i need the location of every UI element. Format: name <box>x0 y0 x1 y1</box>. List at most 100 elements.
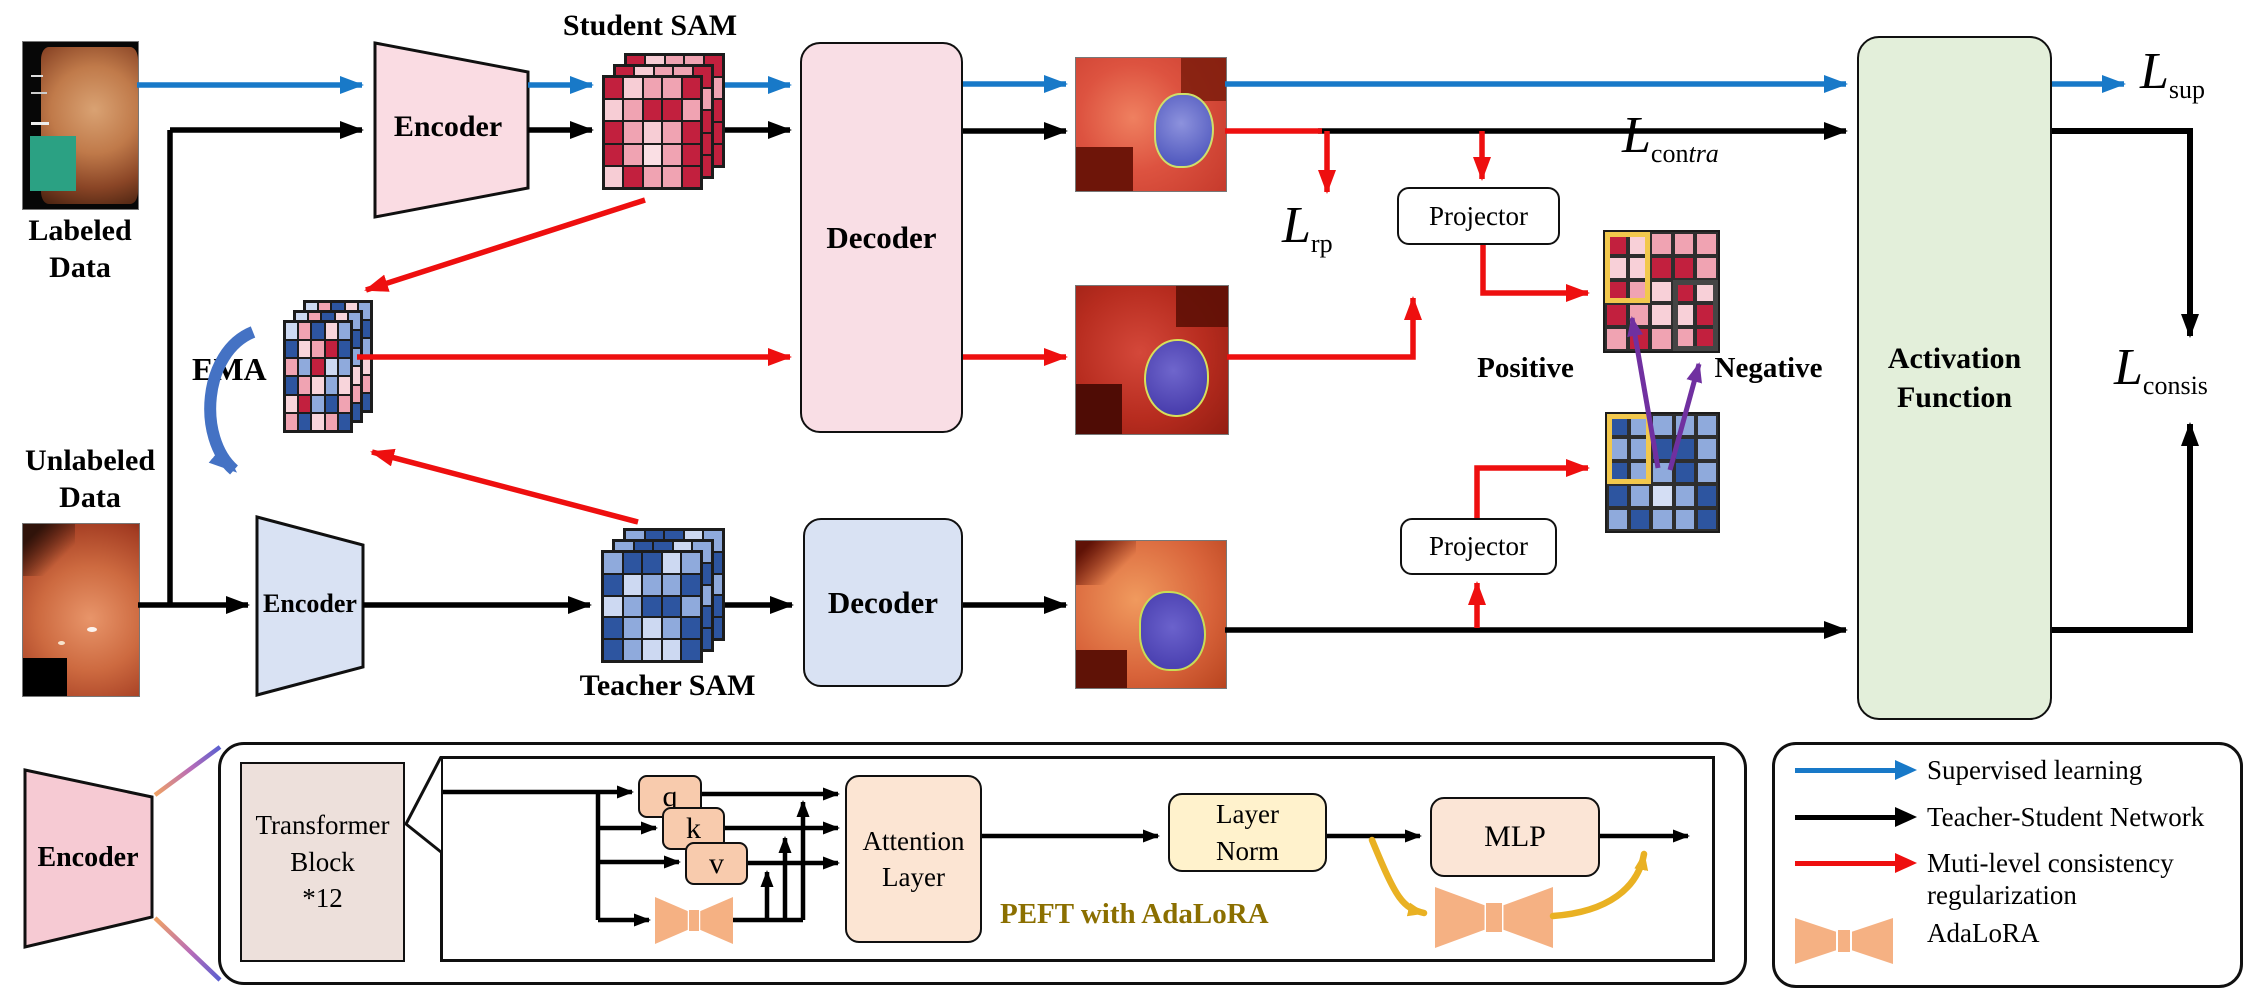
legend-arrow-icon <box>1795 848 1927 878</box>
feature-cell <box>623 143 643 166</box>
loss-sup: Lsup <box>2140 42 2205 104</box>
ema-label: EMA <box>192 351 267 387</box>
feature-cell <box>681 99 701 122</box>
legend-label: AdaLoRA <box>1927 918 2040 948</box>
decoder-label: Decoder <box>826 219 937 255</box>
osd-text-mark <box>31 92 48 95</box>
text-line: Transformer <box>255 810 390 841</box>
feature-cell <box>337 358 351 377</box>
feature-cell <box>285 358 299 377</box>
feature-cell <box>1629 484 1652 508</box>
loss-symbol: L <box>1622 107 1651 164</box>
feature-cell <box>1627 279 1651 304</box>
projector-bottom: Projector <box>1400 518 1557 575</box>
feature-cell <box>1672 279 1696 304</box>
feature-cell <box>1672 255 1696 280</box>
highlight-dot <box>86 627 97 633</box>
text-line: Function <box>1896 381 2013 414</box>
bowtie-part <box>1837 930 1851 952</box>
feature-cell <box>662 121 682 144</box>
legend-arrow-icon <box>1795 755 1927 785</box>
gradient-connector-bottom <box>153 916 222 982</box>
unlabeled-data-caption: Unlabeled Data <box>24 444 156 514</box>
feature-cell <box>337 376 351 395</box>
feature-cell <box>1607 414 1630 438</box>
student-sam-features <box>602 53 725 190</box>
adalora-icon <box>1435 887 1553 948</box>
teacher-output-image <box>1075 540 1227 689</box>
transformer-block: Transformer Block *12 <box>240 762 405 962</box>
feature-cell <box>1672 303 1696 328</box>
unlabeled-image <box>22 523 140 697</box>
feature-cell <box>1651 507 1674 531</box>
feature-cell <box>1673 460 1696 485</box>
feature-cell <box>311 412 325 431</box>
feature-cell <box>622 617 643 640</box>
feature-cell <box>603 617 623 640</box>
bowtie-part <box>1795 918 1837 964</box>
feature-cell <box>285 376 299 395</box>
legend-label: Muti-level consistency regularization <box>1927 848 2174 910</box>
teacher-sam-label: Teacher SAM <box>579 669 756 702</box>
highlight-dot <box>57 640 65 645</box>
feature-cell <box>1605 232 1628 256</box>
detail-encoder-label: Encoder <box>37 842 139 873</box>
feature-cell <box>1695 414 1718 438</box>
feature-cell <box>623 99 643 122</box>
loss-subscript: rp <box>1310 229 1333 258</box>
feature-cell <box>622 595 643 618</box>
feature-cell <box>662 99 682 122</box>
feature-cell <box>681 639 701 661</box>
feature-cell <box>642 165 663 188</box>
osd-text-mark <box>31 75 44 78</box>
projector-label: Projector <box>1429 200 1528 231</box>
feature-cell <box>298 412 312 431</box>
positive-label: Positive <box>1477 352 1574 384</box>
feature-cell <box>311 394 325 413</box>
segmentation-mask <box>1154 92 1214 169</box>
bowtie-center <box>688 909 700 932</box>
legend-item: Supervised learning <box>1795 755 2227 787</box>
feature-cell <box>681 595 701 618</box>
feature-cell <box>1607 437 1630 461</box>
loss-symbol: L <box>2140 43 2169 100</box>
feature-cell <box>642 573 662 596</box>
legend-arrow-part <box>1895 853 1917 873</box>
feature-cell <box>1607 484 1630 508</box>
feature-cell <box>1651 437 1674 461</box>
feature-cell <box>298 358 312 377</box>
loss-symbol: L <box>2114 339 2143 396</box>
feature-cell <box>661 617 682 640</box>
loss-rp: Lrp <box>1282 196 1333 258</box>
feature-cell <box>661 573 682 596</box>
bowtie-right <box>1503 887 1553 948</box>
shadow-corner <box>1176 286 1228 328</box>
feature-cell <box>1629 414 1652 438</box>
feature-cell <box>622 552 643 574</box>
contrastive-grid-blue <box>1605 412 1720 533</box>
text-line: Norm <box>1216 835 1279 866</box>
feature-cell <box>642 143 663 166</box>
feature-cell <box>1695 279 1718 304</box>
feature-cell <box>603 573 623 596</box>
feature-cell <box>642 617 662 640</box>
negative-label: Negative <box>1714 352 1823 384</box>
feature-cell <box>1695 303 1718 328</box>
v-box: v <box>685 842 748 885</box>
feature-cell <box>1650 303 1673 328</box>
text-line: *12 <box>302 883 343 914</box>
feature-cell <box>324 376 338 395</box>
feature-cell <box>622 573 643 596</box>
feature-cell <box>1672 327 1696 351</box>
feature-cell <box>1605 255 1628 280</box>
adalora-icon <box>1795 918 1927 966</box>
legend-label: Supervised learning <box>1927 755 2143 785</box>
feature-cell <box>1629 460 1652 485</box>
feature-cell <box>623 165 643 188</box>
feature-cell <box>662 77 682 100</box>
dark-corner <box>1076 383 1122 434</box>
feature-cell <box>1629 507 1652 531</box>
dark-corner <box>1076 147 1133 191</box>
feature-cell <box>604 143 624 166</box>
